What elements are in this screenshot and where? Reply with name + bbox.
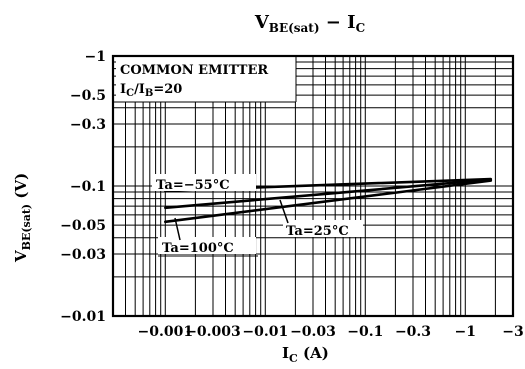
y-tick-label: −0.01	[60, 309, 106, 325]
annotation-line-1: COMMON EMITTER	[120, 63, 268, 78]
label-bg-55	[152, 174, 256, 191]
label-bg-25	[283, 220, 363, 237]
annotation-line-2: IC/IB=20	[120, 82, 182, 99]
series-line-1	[164, 178, 493, 210]
title-ic-sub: C	[356, 21, 366, 35]
y-tick-label: −0.05	[60, 218, 106, 234]
x-tick-label: −0.3	[395, 324, 431, 340]
x-tick-label: −0.1	[347, 324, 383, 340]
series-line-2	[164, 179, 493, 224]
series-label-55: Ta=−55°C	[156, 178, 230, 193]
y-tick-label: −0.5	[70, 88, 106, 104]
x-tick-label: −3	[502, 324, 523, 340]
label-bg-100	[158, 237, 256, 254]
title-vbe: V	[254, 12, 270, 33]
x-axis-title: IC (A)	[282, 344, 329, 365]
leader-25	[279, 199, 289, 224]
x-tick-label: −0.01	[242, 324, 288, 340]
y-tick-label: −0.1	[70, 179, 106, 195]
y-tick-label: −0.3	[70, 117, 106, 133]
y-tick-label: −0.03	[60, 247, 106, 263]
annotation-box	[116, 56, 296, 102]
x-tick-label: −0.003	[185, 324, 241, 340]
x-tick-label: −0.001	[137, 324, 193, 340]
y-axis-title: VBE(sat) (V)	[12, 173, 33, 263]
x-tick-label: −0.03	[290, 324, 336, 340]
title-vbe-sub: BE(sat)	[269, 21, 320, 35]
y-tick-label: −1	[85, 49, 106, 65]
series-label-100: Ta=100°C	[162, 241, 234, 256]
series-labels: Ta=−55°C Ta=25°C Ta=100°C	[152, 174, 363, 257]
chart-title: VBE(sat) − IC	[254, 12, 365, 35]
title-ic: I	[347, 12, 355, 33]
series-label-25: Ta=25°C	[286, 224, 349, 239]
leader-100	[174, 217, 181, 241]
tick-labels: −0.001−0.003 −0.01 −0.03 −0.1 −0.3 −1 −3−1−0.5…	[60, 49, 524, 340]
title-sep: −	[326, 12, 341, 33]
x-tick-label: −1	[455, 324, 476, 340]
plot-frame	[111, 54, 515, 318]
